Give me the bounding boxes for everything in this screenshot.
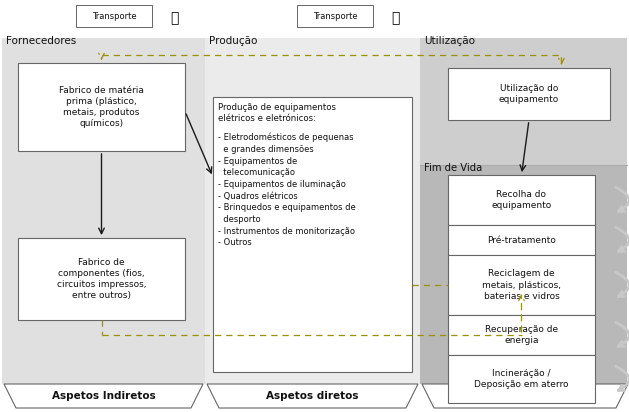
Bar xyxy=(18,238,185,320)
Bar xyxy=(448,175,595,225)
Text: Utilização: Utilização xyxy=(424,36,475,46)
Bar xyxy=(448,68,610,120)
Text: Pré-tratamento: Pré-tratamento xyxy=(487,236,556,244)
Bar xyxy=(2,38,205,384)
Bar xyxy=(448,255,595,315)
Text: Aspetos diretos: Aspetos diretos xyxy=(266,391,359,401)
Text: 🚛: 🚛 xyxy=(170,11,178,25)
Text: Fim de Vida: Fim de Vida xyxy=(424,163,482,173)
Polygon shape xyxy=(4,384,203,408)
Bar xyxy=(448,355,595,403)
Bar xyxy=(297,5,373,27)
Bar xyxy=(205,38,420,384)
Bar xyxy=(448,315,595,355)
Text: Aspetos Indiretos: Aspetos Indiretos xyxy=(52,391,155,401)
Text: Recolha do
equipamento: Recolha do equipamento xyxy=(491,190,552,210)
Polygon shape xyxy=(422,384,628,408)
Bar xyxy=(76,5,152,27)
Text: Utilização do
equipamento: Utilização do equipamento xyxy=(499,84,559,104)
Bar xyxy=(420,165,627,384)
Text: Recuperação de
energia: Recuperação de energia xyxy=(485,325,558,345)
Text: Incineráção /
Deposição em aterro: Incineráção / Deposição em aterro xyxy=(474,369,569,389)
Bar xyxy=(213,97,412,372)
Bar xyxy=(448,225,595,255)
Text: Fabrico de matéria
prima (plástico,
metais, produtos
químicos): Fabrico de matéria prima (plástico, meta… xyxy=(59,86,144,128)
Text: Transporte: Transporte xyxy=(92,12,136,21)
Text: Aspetos indiretos: Aspetos indiretos xyxy=(472,391,576,401)
Bar xyxy=(18,63,185,151)
Text: Produção de equipamentos
elétricos e eletrónicos:: Produção de equipamentos elétricos e ele… xyxy=(218,103,336,123)
Text: - Eletrodomésticos de pequenas
  e grandes dimensões
- Equipamentos de
  telecom: - Eletrodomésticos de pequenas e grandes… xyxy=(218,133,356,248)
Text: 🚛: 🚛 xyxy=(391,11,399,25)
Bar xyxy=(420,38,627,165)
Text: Fabrico de
componentes (fios,
circuitos impressos,
entre outros): Fabrico de componentes (fios, circuitos … xyxy=(57,258,147,300)
Text: Produção: Produção xyxy=(209,36,257,46)
Polygon shape xyxy=(207,384,418,408)
Text: Transporte: Transporte xyxy=(313,12,357,21)
Text: Reciclagem de
metais, plásticos,
baterias e vidros: Reciclagem de metais, plásticos, bateria… xyxy=(482,269,561,301)
Text: Fornecedores: Fornecedores xyxy=(6,36,76,46)
